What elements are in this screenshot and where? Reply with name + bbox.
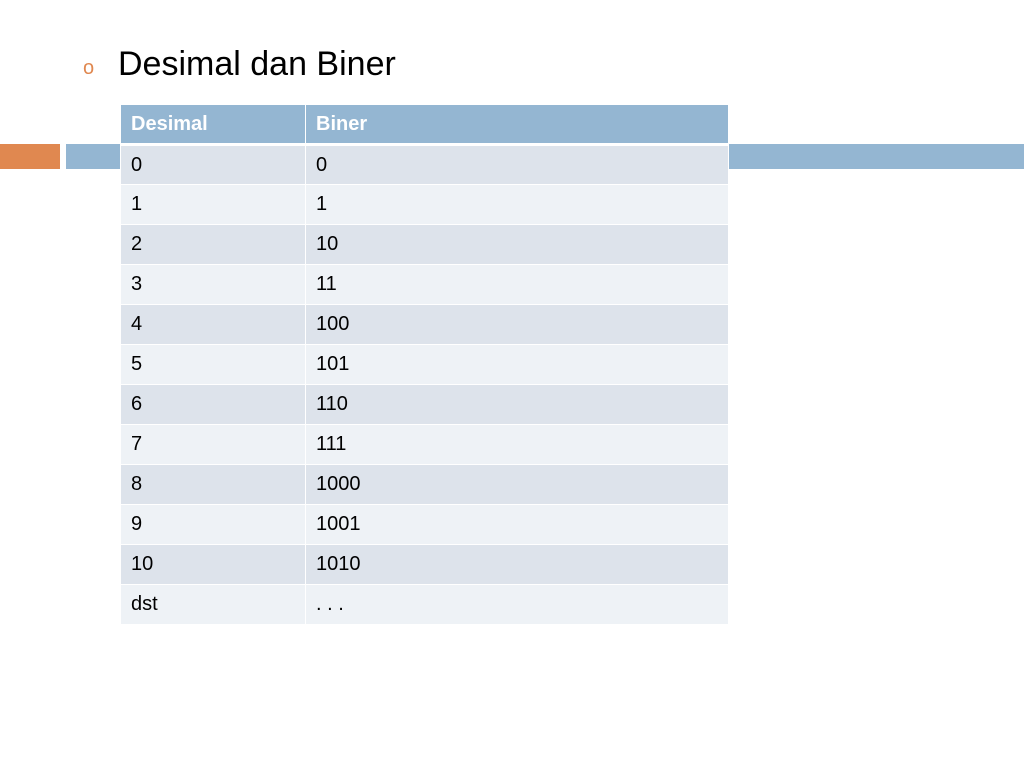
cell-biner: 111 bbox=[305, 424, 729, 465]
cell-desimal: 4 bbox=[120, 304, 306, 345]
cell-biner: 101 bbox=[305, 344, 729, 385]
cell-biner: 1001 bbox=[305, 504, 729, 545]
table-row: 6 110 bbox=[120, 384, 729, 425]
table-row: 9 1001 bbox=[120, 504, 729, 545]
cell-desimal: 9 bbox=[120, 504, 306, 545]
table-row: 7 111 bbox=[120, 424, 729, 465]
cell-desimal: 0 bbox=[120, 144, 306, 185]
cell-biner: 100 bbox=[305, 304, 729, 345]
cell-desimal: dst bbox=[120, 584, 306, 625]
table-row: 3 11 bbox=[120, 264, 729, 305]
table-row: 1 1 bbox=[120, 184, 729, 225]
cell-desimal: 10 bbox=[120, 544, 306, 585]
header-biner: Biner bbox=[305, 104, 729, 146]
cell-biner: 11 bbox=[305, 264, 729, 305]
table-row: 10 1010 bbox=[120, 544, 729, 585]
table-row: 4 100 bbox=[120, 304, 729, 345]
table-row: 0 0 bbox=[120, 144, 729, 185]
table-row: dst . . . bbox=[120, 584, 729, 625]
cell-biner: 10 bbox=[305, 224, 729, 265]
header-desimal: Desimal bbox=[120, 104, 306, 146]
cell-biner: 1 bbox=[305, 184, 729, 225]
table-row: 2 10 bbox=[120, 224, 729, 265]
cell-desimal: 2 bbox=[120, 224, 306, 265]
cell-biner: . . . bbox=[305, 584, 729, 625]
accent-bar-orange bbox=[0, 144, 60, 169]
cell-desimal: 7 bbox=[120, 424, 306, 465]
cell-biner: 0 bbox=[305, 144, 729, 185]
cell-desimal: 8 bbox=[120, 464, 306, 505]
cell-desimal: 1 bbox=[120, 184, 306, 225]
cell-biner: 1000 bbox=[305, 464, 729, 505]
slide-title: Desimal dan Biner bbox=[118, 45, 396, 83]
cell-biner: 1010 bbox=[305, 544, 729, 585]
decimal-binary-table: Desimal Biner 0 0 1 1 2 10 3 11 4 100 5 … bbox=[120, 104, 729, 625]
title-bullet: o bbox=[83, 57, 95, 79]
cell-desimal: 6 bbox=[120, 384, 306, 425]
cell-desimal: 3 bbox=[120, 264, 306, 305]
table-row: 5 101 bbox=[120, 344, 729, 385]
table-header-row: Desimal Biner bbox=[120, 104, 729, 146]
cell-desimal: 5 bbox=[120, 344, 306, 385]
table-row: 8 1000 bbox=[120, 464, 729, 505]
cell-biner: 110 bbox=[305, 384, 729, 425]
